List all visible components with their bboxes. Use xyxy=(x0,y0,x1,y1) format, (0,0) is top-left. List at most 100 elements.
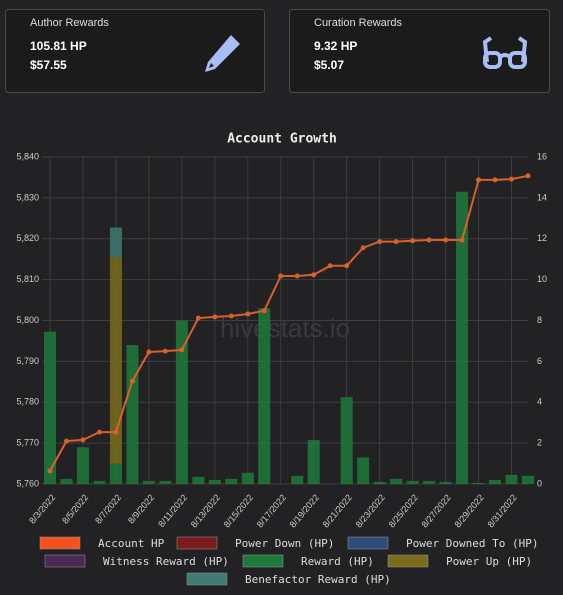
bar xyxy=(76,447,89,484)
point xyxy=(327,263,333,269)
y-tick-label: 5,790 xyxy=(16,356,39,366)
x-tick-label: 8/7/2022 xyxy=(93,492,123,525)
x-tick-label: 8/3/2022 xyxy=(27,492,57,525)
point xyxy=(377,239,383,245)
point xyxy=(179,347,185,353)
point xyxy=(311,272,317,278)
point xyxy=(113,429,119,435)
point xyxy=(146,349,152,355)
point xyxy=(509,176,515,182)
x-tick-label: 8/5/2022 xyxy=(60,492,90,525)
bar xyxy=(472,482,485,484)
bar xyxy=(126,345,139,484)
point xyxy=(525,173,531,179)
point xyxy=(261,308,267,314)
y2-tick-label: 14 xyxy=(537,192,547,202)
y-tick-label: 5,780 xyxy=(16,397,39,407)
bar xyxy=(208,479,221,484)
bar xyxy=(60,478,73,484)
point xyxy=(344,263,350,269)
card-hp: 105.81 HP xyxy=(30,39,87,53)
point xyxy=(47,468,53,474)
bar xyxy=(225,478,238,484)
bar xyxy=(291,475,304,484)
y2-tick-label: 10 xyxy=(537,274,547,284)
point xyxy=(410,238,416,244)
legend-label: Power Up (HP) xyxy=(446,555,532,568)
y2-tick-label: 16 xyxy=(537,151,547,161)
chart-title: Account Growth xyxy=(227,132,337,147)
bar xyxy=(241,472,254,484)
point xyxy=(63,438,69,444)
y-tick-label: 5,770 xyxy=(16,438,39,448)
y-tick-label: 5,760 xyxy=(16,478,39,488)
bar xyxy=(505,474,518,484)
y2-tick-label: 6 xyxy=(537,356,542,366)
legend-swatch xyxy=(242,554,284,568)
legend-label: Reward (HP) xyxy=(301,555,374,568)
y2-tick-label: 12 xyxy=(537,233,547,243)
point xyxy=(162,348,168,354)
x-tick-label: 8/21/2022 xyxy=(321,492,354,529)
bar xyxy=(340,397,353,484)
x-tick-label: 8/29/2022 xyxy=(453,492,486,529)
x-tick-label: 8/13/2022 xyxy=(189,492,222,529)
legend-label: Witness Reward (HP) xyxy=(103,555,229,568)
y-tick-label: 5,820 xyxy=(16,233,39,243)
legend-label: Account HP xyxy=(98,537,165,550)
point xyxy=(294,273,300,279)
point xyxy=(476,177,482,183)
point xyxy=(129,378,135,384)
y-tick-label: 5,800 xyxy=(16,315,39,325)
y2-tick-label: 4 xyxy=(537,397,542,407)
legend-label: Power Down (HP) xyxy=(235,537,334,550)
bar xyxy=(357,457,370,484)
bar xyxy=(522,475,534,484)
card-title: Author Rewards xyxy=(30,17,109,29)
bar xyxy=(192,476,205,484)
bar xyxy=(439,481,452,484)
bar xyxy=(159,480,172,484)
bar xyxy=(109,227,122,258)
x-tick-label: 8/11/2022 xyxy=(156,492,189,529)
legend-label: Power Downed To (HP) xyxy=(406,537,538,550)
x-tick-label: 8/15/2022 xyxy=(222,492,255,529)
legend-swatch xyxy=(347,536,389,550)
glasses-icon xyxy=(482,36,528,69)
point xyxy=(96,429,102,435)
point xyxy=(80,437,86,443)
bar xyxy=(373,481,386,484)
pencil-icon xyxy=(205,35,240,72)
bar xyxy=(307,440,320,484)
bar xyxy=(142,480,155,484)
point xyxy=(459,237,465,243)
point xyxy=(393,239,399,245)
y2-tick-label: 8 xyxy=(537,315,542,325)
bar xyxy=(109,463,122,484)
point xyxy=(278,273,284,279)
bar xyxy=(258,308,271,484)
point xyxy=(360,245,366,251)
bar xyxy=(390,478,403,484)
y2-tick-label: 2 xyxy=(537,438,542,448)
y-tick-label: 5,830 xyxy=(16,192,39,202)
bar xyxy=(109,257,122,464)
y-tick-label: 5,810 xyxy=(16,274,39,284)
legend-swatch xyxy=(39,536,81,550)
legend-swatch xyxy=(44,554,86,568)
watermark: hivestats.io xyxy=(220,313,350,343)
x-tick-label: 8/27/2022 xyxy=(420,492,453,529)
y-tick-label: 5,840 xyxy=(16,151,39,161)
point xyxy=(426,237,432,243)
bar xyxy=(44,331,56,484)
bar xyxy=(489,479,502,484)
legend-swatch xyxy=(176,536,218,550)
line xyxy=(49,174,529,472)
x-tick-label: 8/17/2022 xyxy=(255,492,288,529)
legend-swatch xyxy=(387,554,429,568)
bar xyxy=(406,480,419,484)
x-tick-label: 8/31/2022 xyxy=(485,492,518,529)
point xyxy=(228,313,234,319)
y2-tick-label: 0 xyxy=(537,478,542,488)
